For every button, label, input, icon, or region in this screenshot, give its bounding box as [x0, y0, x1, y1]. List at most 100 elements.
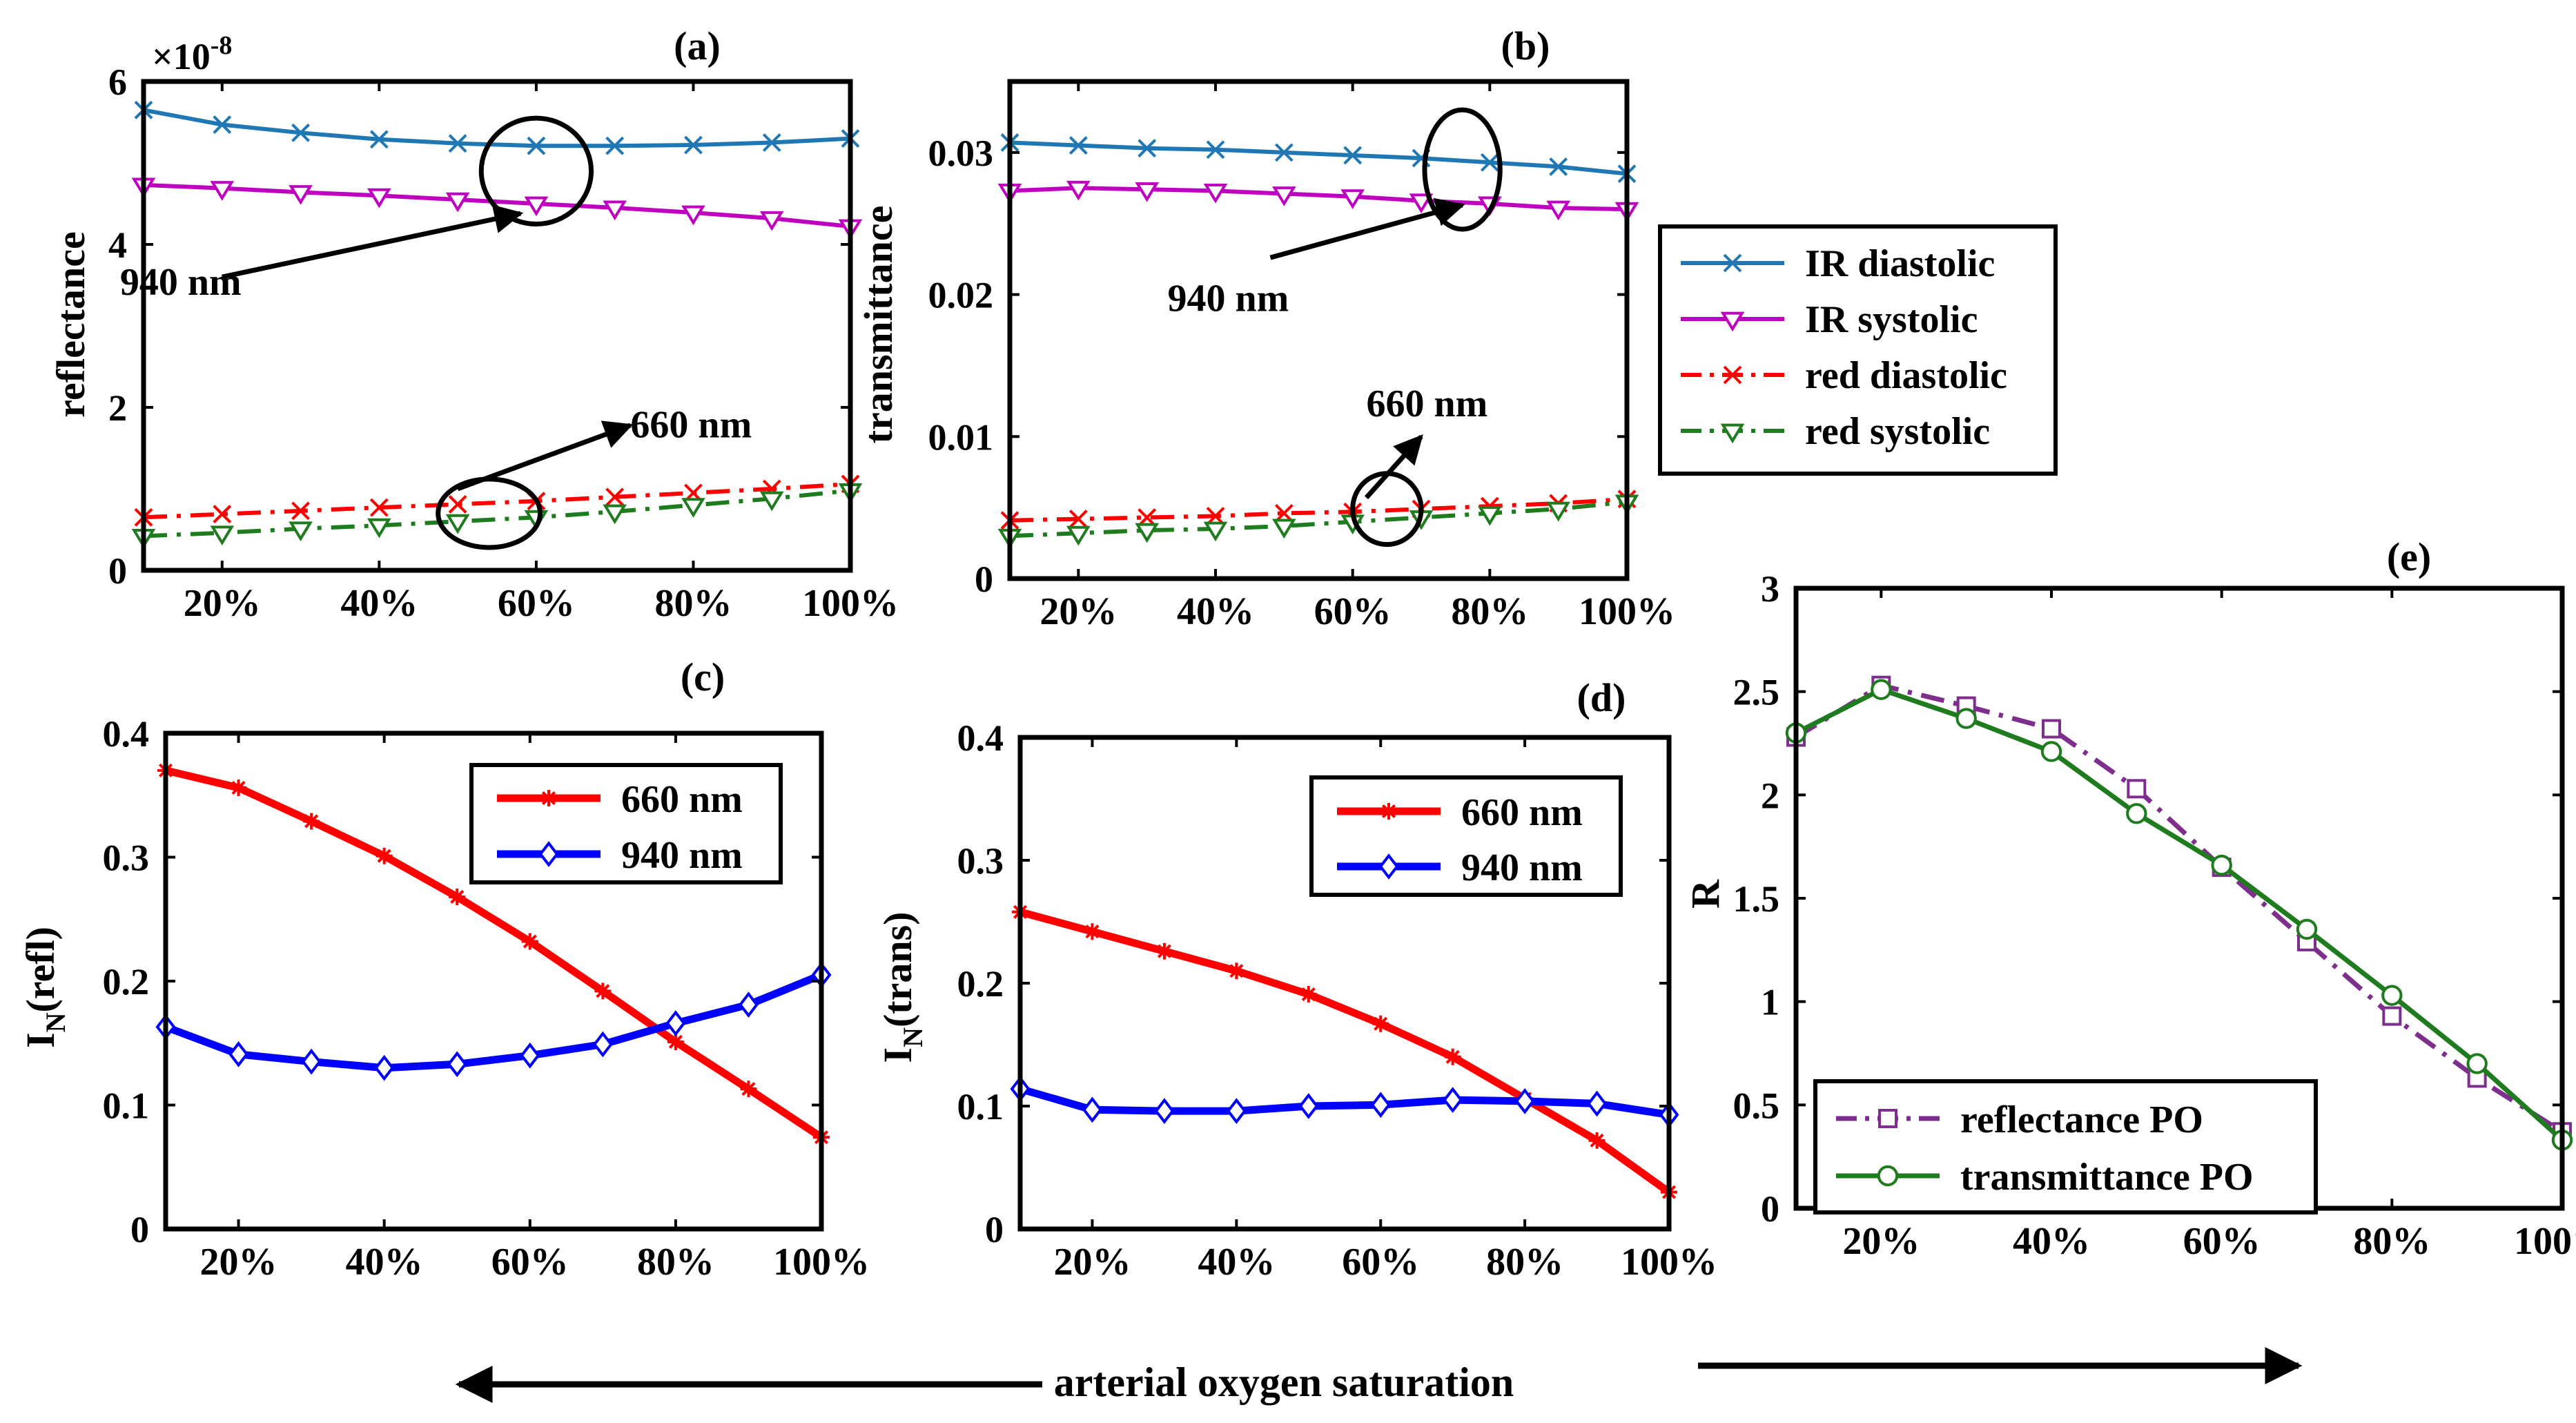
chart-a-series-0-point-8 [762, 133, 781, 152]
chart-d-series-0-point-6 [1444, 1048, 1461, 1065]
chart-d-ytick-label-2: 0.2 [957, 963, 1004, 1005]
chart-b-ytick-label-3: 0.03 [928, 133, 994, 174]
chart-d-series-1-point-3 [1226, 1098, 1247, 1125]
chart-b-axes-box [1007, 79, 1630, 581]
panel-a-label: (a) [674, 23, 721, 68]
chart-d-series-1-point-6 [1443, 1087, 1463, 1113]
chart-e-series-0-point-7 [2382, 1006, 2402, 1026]
chart-d-series-1-point-4 [1298, 1093, 1319, 1119]
chart-d-series-1-point-1 [1082, 1096, 1102, 1123]
chart-d-series-0-point-4 [1300, 986, 1317, 1003]
chart-d-ytick-label-3: 0.3 [957, 840, 1004, 882]
panel-c-legend-box [469, 763, 783, 884]
chart-b-annotation-label-0: 940 nm [1167, 278, 1289, 320]
chart-a-series-3-point-7 [681, 498, 705, 518]
chart-e-ytick-label-5: 2.5 [1733, 672, 1780, 713]
chart-a-series-3-point-6 [603, 504, 627, 525]
chart-c-series-940-nm-line [164, 971, 823, 1072]
chart-e-xtick-label-1: 40% [2013, 1220, 2090, 1263]
chart-d-xtick-label-0: 20% [1053, 1241, 1131, 1284]
chart-e-series-1-point-2 [1955, 708, 1977, 729]
legend-ab-red-diastolic: red diastolic [1805, 354, 2007, 397]
chart-e-series-1-point-1 [1871, 679, 1892, 700]
chart-c-xtick-label-1: 40% [346, 1241, 423, 1284]
chart-a-xtick-label-0: 20% [184, 582, 261, 625]
chart-a-xtick-label-1: 40% [340, 582, 418, 625]
chart-e-series-0-point-4 [2127, 779, 2147, 799]
chart-e-ytick-label-0: 0 [1761, 1188, 1779, 1230]
bottom-axis-label: arterial oxygen saturation [1054, 1359, 1514, 1405]
panel-d: (d) IN(trans) 660 nm 940 nm [875, 675, 1626, 1063]
chart-b-annotation-arrow-1 [1364, 434, 1423, 500]
leg-ab-l2-marker [1723, 365, 1742, 385]
panel-a: (a) ×10-8 reflectance [48, 23, 721, 418]
bottom-axis: arterial oxygen saturation [455, 1347, 2303, 1405]
chart-b-xtick-label-1: 40% [1177, 590, 1254, 633]
chart-d-series-1-point-5 [1370, 1092, 1391, 1119]
chart-c-series-0-point-7 [667, 1033, 684, 1050]
chart-c-xtick-label-2: 60% [491, 1241, 569, 1284]
panel-e-legend-transmittance: transmittance PO [1960, 1156, 2254, 1199]
chart-b-series-3-point-2 [1135, 523, 1160, 543]
legend-ab: IR diastolic IR systolic red diastolic r… [1658, 224, 2058, 476]
chart-d-ytick-label-4: 0.4 [957, 717, 1004, 759]
chart-b-series-2-point-3 [1206, 507, 1225, 525]
chart-a-series-3-point-1 [210, 525, 235, 545]
legend-ab-ir-diastolic: IR diastolic [1805, 242, 1995, 285]
chart-b-xtick-label-0: 20% [1040, 590, 1117, 633]
chart-a-annotation-label-0: 940 nm [120, 261, 242, 304]
chart-e-ytick-label-2: 1 [1761, 982, 1779, 1023]
chart-a-series-1-point-5 [524, 196, 549, 217]
chart-c-series-0-point-3 [375, 847, 393, 864]
chart-c-series-660-nm-line [164, 766, 824, 1141]
chart-d-series-0-point-5 [1372, 1015, 1389, 1032]
chart-e-xtick-label-0: 20% [1842, 1220, 1920, 1263]
chart-c-series-0-point-8 [740, 1081, 757, 1098]
chart-b-series-0-point-1 [1069, 136, 1088, 155]
chart-c-series-0-point-5 [521, 933, 538, 950]
chart-b-xtick-label-4: 100% [1579, 590, 1675, 633]
chart-c-series-0-point-1 [230, 779, 247, 796]
panel-d-label: (d) [1577, 675, 1626, 720]
chart-b-series-1-point-1 [1066, 180, 1091, 201]
legend-ab-ir-systolic: IR systolic [1805, 298, 1978, 341]
chart-e-series-reflectance-po-line [1795, 683, 2564, 1134]
chart-b-series-red-diastolic-line [1009, 496, 1628, 523]
chart-c-ytick-label-2: 0.2 [103, 961, 150, 1003]
chart-a-annotation-label-1: 660 nm [630, 404, 752, 447]
leg-ab-l0-marker [1723, 253, 1742, 273]
chart-e-ytick-label-4: 2 [1761, 775, 1779, 816]
chart-c-series-1-point-3 [374, 1054, 395, 1081]
chart-a-series-3-point-8 [759, 491, 784, 512]
leg-e-l1-marker [1877, 1165, 1899, 1187]
chart-b-ytick-label-2: 0.02 [928, 275, 994, 316]
chart-b-series-0-point-4 [1274, 143, 1294, 162]
chart-b-series-3-point-3 [1203, 521, 1228, 542]
leg-d-l0-marker [1380, 803, 1397, 820]
panel-c-legend-940: 940 nm [621, 834, 743, 877]
chart-e-series-1-point-6 [2296, 918, 2318, 940]
panel-e-legend-box [1813, 1079, 2318, 1214]
chart-a-series-2-point-4 [448, 495, 467, 514]
chart-e-xtick-label-3: 80% [2353, 1220, 2430, 1263]
leg-c-l1-marker [538, 841, 559, 867]
panel-c-ylabel: IN(refl) [18, 927, 71, 1048]
panel-d-legend-box [1309, 775, 1623, 897]
chart-b-series-0-point-8 [1549, 157, 1568, 176]
chart-b-series-1-point-5 [1340, 189, 1365, 209]
chart-b-series-red-systolic-line [1009, 499, 1628, 539]
chart-a-series-0-point-7 [684, 135, 703, 155]
chart-e-ytick-label-3: 1.5 [1733, 878, 1780, 920]
leg-e-l0-marker [1878, 1109, 1897, 1128]
chart-d-ytick-label-1: 0.1 [957, 1086, 1004, 1127]
chart-b-series-1-point-6 [1409, 193, 1434, 214]
chart-b-series-0-point-3 [1206, 140, 1225, 159]
chart-b-series-0-point-7 [1480, 153, 1499, 172]
chart-a-annotation-arrow-1 [456, 420, 634, 492]
panel-e-legend-reflectance: reflectance PO [1960, 1098, 2203, 1141]
chart-b-series-ir-diastolic-line [1009, 140, 1628, 176]
chart-a-series-2-point-3 [369, 498, 389, 517]
chart-a-series-0-point-4 [448, 134, 467, 153]
chart-a-ytick-label-2: 4 [108, 224, 127, 266]
chart-c-series-0-point-4 [449, 888, 466, 905]
